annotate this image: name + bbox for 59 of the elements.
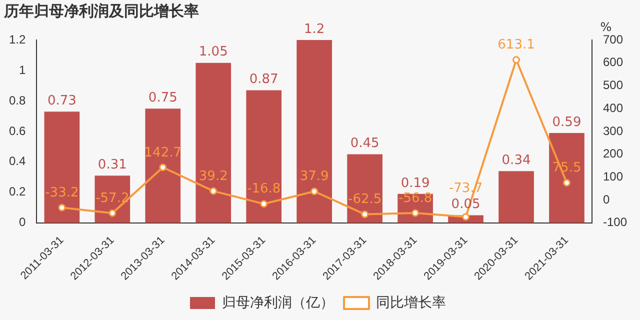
- bar: [498, 171, 534, 223]
- y2-tick-label: 400: [602, 100, 624, 115]
- point: [260, 200, 268, 208]
- y-tick-label: 0.8: [8, 93, 26, 108]
- data-label: 0.45: [350, 136, 380, 152]
- point: [108, 209, 116, 217]
- data-label: 1.2: [304, 22, 325, 37]
- data-label: 0.34: [502, 152, 531, 168]
- bar: [296, 40, 332, 223]
- data-label: -56.8: [398, 190, 432, 206]
- point: [361, 210, 369, 218]
- bar: [196, 62, 232, 223]
- legend-label: 归母净利润（亿）: [222, 294, 334, 310]
- data-label: -57.2: [96, 190, 130, 206]
- y-tick-label: 1.2: [8, 32, 26, 46]
- data-label: -33.2: [45, 185, 79, 200]
- data-label: 0.31: [98, 158, 127, 173]
- data-label: 0.19: [400, 176, 430, 191]
- y-tick-label: 0.6: [8, 124, 26, 138]
- y2-tick-label: 700: [602, 32, 624, 46]
- y-tick-label: 0: [18, 215, 26, 230]
- data-label: 0.87: [249, 72, 278, 88]
- y2-tick-label: 0: [602, 192, 610, 206]
- point: [462, 213, 470, 221]
- bar: [347, 154, 382, 223]
- y2-tick-label: 600: [602, 55, 624, 70]
- y2-tick-label: -100: [602, 215, 628, 230]
- data-label: 37.9: [300, 169, 329, 184]
- bar: [549, 132, 584, 223]
- data-label: 142.7: [144, 145, 182, 160]
- y-tick-label: 0.4: [8, 154, 26, 168]
- y2-tick-label: 200: [602, 146, 624, 161]
- y-tick-label: 0.2: [8, 184, 26, 199]
- point: [159, 164, 167, 172]
- point: [512, 56, 520, 64]
- bar: [44, 112, 80, 223]
- y2-tick-label: 100: [602, 169, 624, 184]
- data-label: 613.1: [498, 38, 535, 53]
- y-tick-label: 1: [18, 62, 26, 77]
- bar: [246, 90, 282, 223]
- bar: [94, 176, 130, 223]
- bar: [145, 108, 181, 223]
- data-label: -16.8: [247, 182, 281, 197]
- y2-tick-label: 300: [602, 124, 624, 138]
- point: [310, 188, 318, 196]
- y2-tick-label: 500: [602, 78, 624, 92]
- point: [562, 179, 570, 187]
- data-label: 1.05: [198, 44, 228, 60]
- data-label: -62.5: [348, 192, 382, 208]
- point: [58, 204, 66, 212]
- y2-axis-title: %: [600, 20, 612, 34]
- point: [412, 209, 420, 217]
- legend-label: 同比增长率: [376, 294, 446, 310]
- chart-title: 历年归母净利润及同比增长率: [4, 2, 199, 21]
- data-label: 39.2: [198, 168, 228, 184]
- data-label: 0.73: [47, 94, 76, 109]
- data-label: 0.75: [148, 90, 178, 106]
- point: [210, 187, 218, 195]
- data-label: 0.59: [552, 114, 582, 130]
